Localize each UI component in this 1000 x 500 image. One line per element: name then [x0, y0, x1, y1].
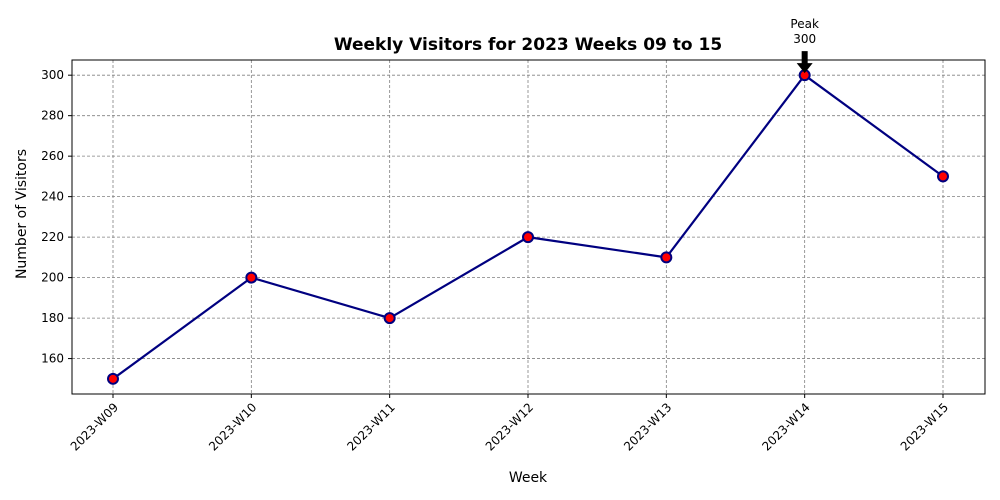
- data-point: [937, 170, 949, 183]
- data-point: [245, 271, 258, 284]
- grid-lines: [72, 60, 985, 394]
- y-tick-label: 280: [41, 109, 64, 123]
- y-tick-label: 200: [41, 271, 64, 285]
- data-point: [660, 251, 673, 264]
- y-tick-label: 240: [41, 190, 64, 204]
- y-tick-label: 300: [41, 68, 64, 82]
- data-point: [383, 312, 396, 325]
- y-ticks: 160 180 200 220 240 260 280 300: [41, 68, 72, 366]
- peak-annotation: Peak 300: [790, 17, 819, 74]
- y-tick-label: 180: [41, 311, 64, 325]
- y-tick-label: 220: [41, 230, 64, 244]
- y-axis-label: Number of Visitors: [14, 149, 30, 279]
- annotation-label-line1: Peak: [790, 17, 819, 31]
- y-tick-label: 160: [41, 352, 64, 366]
- chart-title: Weekly Visitors for 2023 Weeks 09 to 15: [334, 35, 722, 55]
- data-point: [107, 372, 119, 385]
- series-visitors: [107, 69, 949, 385]
- y-tick-label: 260: [41, 149, 64, 163]
- annotation-arrow: [796, 51, 813, 74]
- annotation-label-line2: 300: [793, 32, 816, 46]
- data-point: [522, 231, 534, 244]
- x-axis-label: Week: [509, 470, 548, 486]
